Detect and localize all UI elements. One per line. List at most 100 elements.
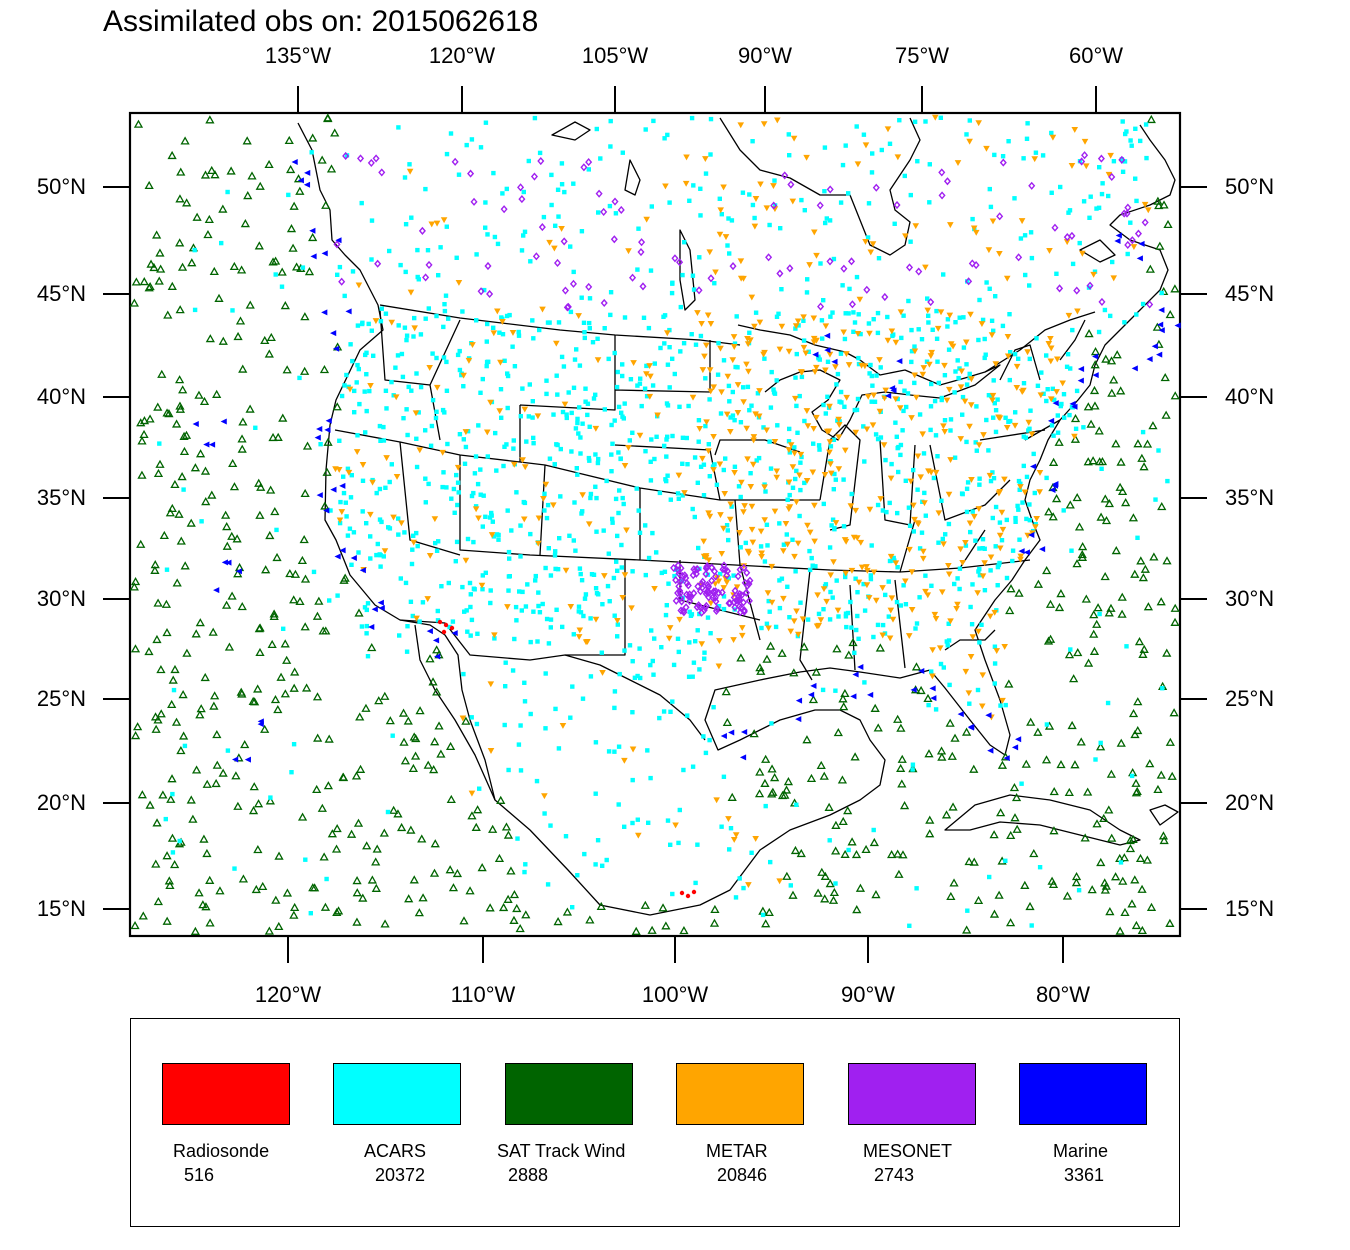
acars-point xyxy=(345,466,351,471)
metar-point xyxy=(922,264,929,271)
acars-point xyxy=(717,571,723,577)
acars-point xyxy=(887,558,893,564)
acars-point xyxy=(737,876,742,881)
acars-point xyxy=(762,559,768,564)
sat-track-wind-point xyxy=(1088,456,1098,465)
acars-point xyxy=(349,562,354,567)
sat-track-wind-point xyxy=(425,654,435,663)
sat-track-wind-point xyxy=(631,926,641,935)
metar-point xyxy=(957,436,965,443)
sat-track-wind-point xyxy=(1128,708,1139,718)
acars-point xyxy=(901,408,906,414)
acars-point xyxy=(506,767,511,773)
sat-track-wind-point xyxy=(346,829,357,838)
acars-point xyxy=(827,218,833,223)
metar-point xyxy=(945,562,952,569)
acars-point xyxy=(915,487,920,492)
acars-point xyxy=(637,381,643,386)
top-axis-label: 75°W xyxy=(894,43,950,68)
marine-point xyxy=(350,554,357,561)
metar-point xyxy=(773,468,781,475)
acars-point xyxy=(575,420,580,426)
acars-point xyxy=(542,508,547,513)
acars-point xyxy=(637,646,642,651)
acars-point xyxy=(894,434,899,439)
acars-point xyxy=(1074,388,1080,394)
acars-point xyxy=(919,530,925,535)
metar-point xyxy=(832,520,840,527)
metar-point xyxy=(966,423,973,430)
acars-point xyxy=(871,634,876,640)
acars-point xyxy=(730,389,735,395)
acars-point xyxy=(876,256,882,261)
acars-point xyxy=(941,272,946,277)
sat-track-wind-point xyxy=(1033,727,1043,736)
metar-point xyxy=(381,548,389,555)
sat-track-wind-point xyxy=(256,482,266,491)
sat-track-wind-point xyxy=(191,629,201,638)
acars-point xyxy=(533,578,538,583)
metar-point xyxy=(462,557,470,564)
sat-track-wind-point xyxy=(414,908,424,917)
acars-point xyxy=(779,576,785,581)
acars-point xyxy=(1040,153,1046,158)
acars-point xyxy=(630,569,635,574)
acars-point xyxy=(838,351,844,356)
sat-track-wind-point xyxy=(300,574,311,583)
acars-point xyxy=(463,444,469,450)
acars-point xyxy=(516,333,522,338)
sat-track-wind-point xyxy=(179,431,189,440)
sat-track-wind-point xyxy=(897,779,907,788)
marine-point xyxy=(208,441,216,448)
sat-track-wind-point xyxy=(1045,599,1056,608)
acars-point xyxy=(919,337,925,342)
acars-point xyxy=(450,619,456,624)
marine-point xyxy=(1157,321,1164,328)
acars-point xyxy=(905,391,911,396)
sat-track-wind-point xyxy=(488,824,498,833)
metar-point xyxy=(722,234,730,241)
sat-track-wind-point xyxy=(894,869,904,878)
acars-point xyxy=(575,472,580,477)
metar-point xyxy=(383,455,390,462)
acars-point xyxy=(415,274,420,280)
acars-point xyxy=(1081,425,1086,430)
acars-point xyxy=(942,373,948,378)
acars-point xyxy=(701,734,706,739)
sat-track-wind-point xyxy=(1056,589,1066,598)
acars-point xyxy=(374,490,379,496)
right-axis-label: 40°N xyxy=(1225,384,1275,409)
sat-track-wind-point xyxy=(289,683,299,692)
acars-point xyxy=(627,438,632,443)
acars-point xyxy=(1068,647,1073,652)
acars-point xyxy=(692,455,698,460)
metar-point xyxy=(922,588,929,595)
metar-point xyxy=(416,447,424,454)
acars-point xyxy=(635,383,640,388)
metar-point xyxy=(582,639,590,646)
sat-track-wind-point xyxy=(1133,697,1143,706)
sat-track-wind-point xyxy=(585,915,595,924)
metar-point xyxy=(879,585,886,592)
acars-point xyxy=(1077,240,1082,246)
sat-track-wind-point xyxy=(156,264,166,273)
acars-point xyxy=(579,578,585,583)
acars-point xyxy=(1064,364,1070,369)
acars-point xyxy=(1003,415,1008,420)
acars-point xyxy=(583,386,588,391)
sat-track-wind-point xyxy=(1067,720,1077,730)
mesonet-point xyxy=(712,572,720,581)
sat-track-wind-point xyxy=(273,704,283,714)
acars-point xyxy=(750,202,756,208)
acars-point xyxy=(953,369,958,374)
acars-point xyxy=(341,490,347,496)
marine-point xyxy=(221,559,228,566)
metar-point xyxy=(902,578,909,585)
acars-point xyxy=(856,361,862,367)
legend-count-acars: 20372 xyxy=(375,1165,426,1185)
metar-point xyxy=(800,344,808,351)
sat-track-wind-point xyxy=(182,198,192,207)
acars-point xyxy=(585,401,591,406)
sat-track-wind-point xyxy=(199,834,209,843)
acars-point xyxy=(572,500,577,505)
